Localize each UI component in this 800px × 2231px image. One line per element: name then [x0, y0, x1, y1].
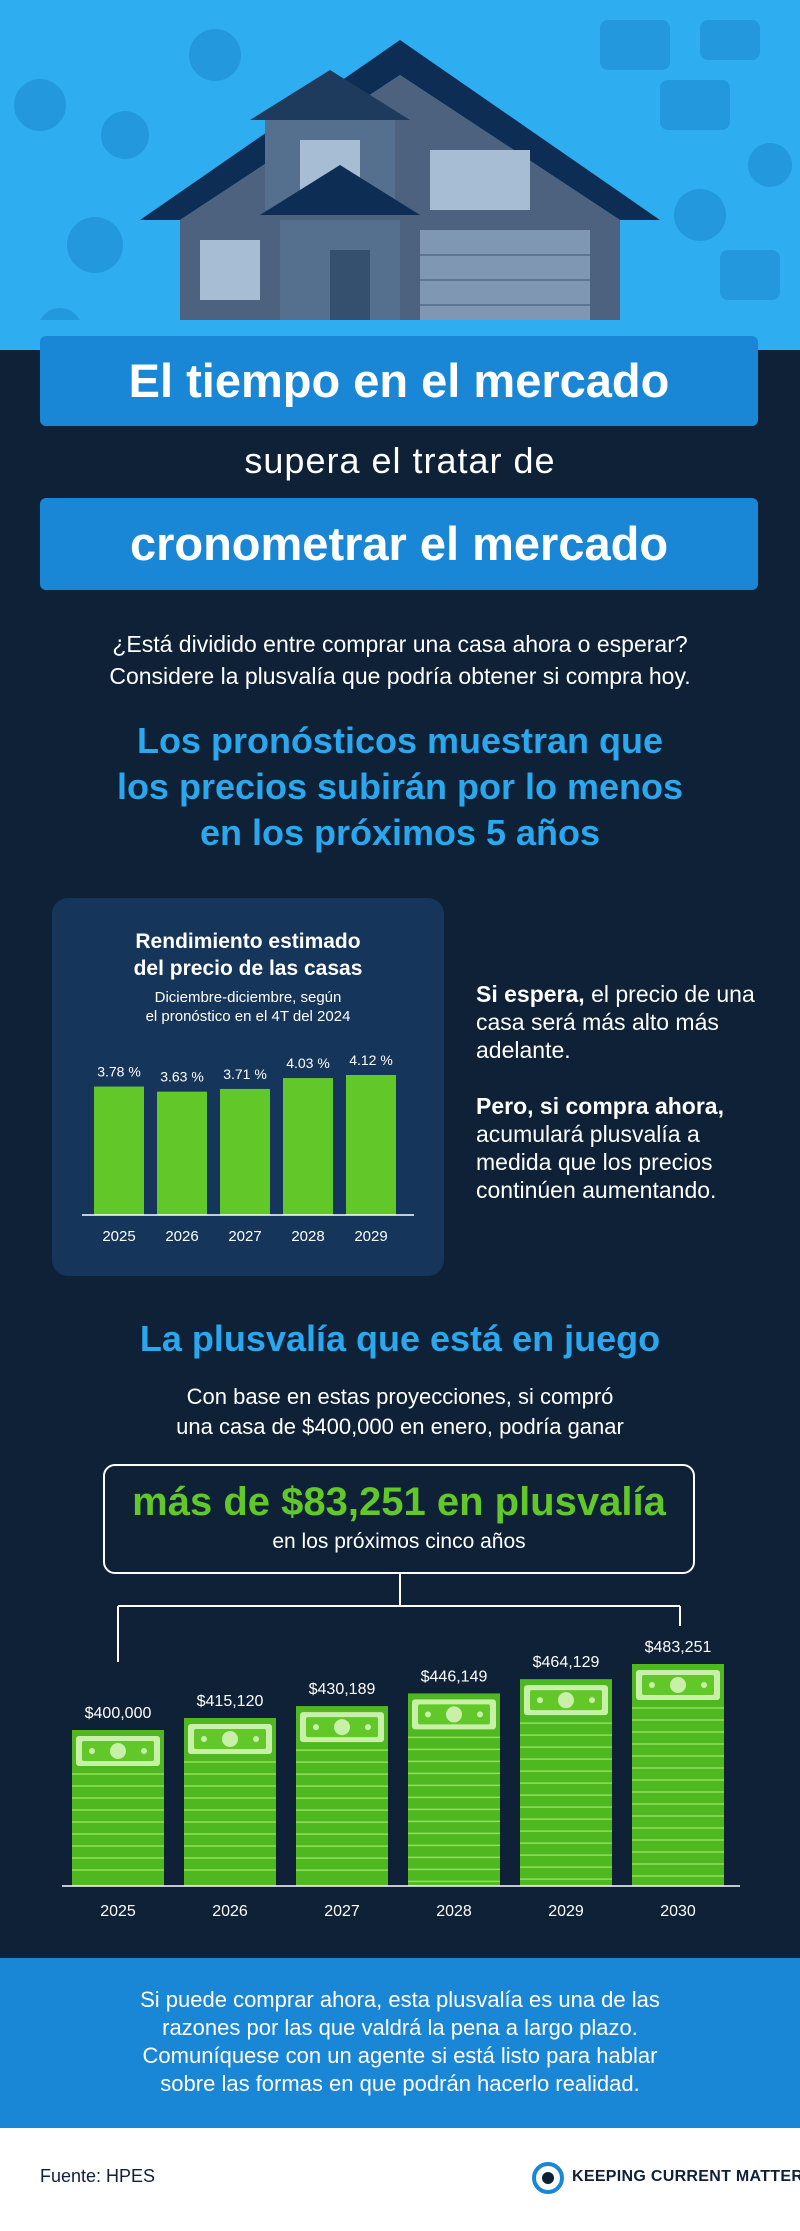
forecast-bar — [220, 1088, 270, 1215]
equity-year-label: 2028 — [436, 1903, 472, 1920]
forecast-bar — [346, 1075, 396, 1215]
equity-year-label: 2027 — [324, 1903, 360, 1920]
intro-line: Considere la plusvalía que podría obtene… — [109, 663, 691, 689]
kcm-logo-text: KEEPING CURRENT MATTERS — [572, 2168, 800, 2185]
intro-text: ¿Está dividido entre comprar una casa ah… — [0, 628, 800, 692]
equity-section-title: La plusvalía que está en juego — [139, 1318, 661, 1359]
subtitle: supera el tratar de — [244, 440, 556, 481]
forecast-year-label: 2026 — [165, 1228, 198, 1245]
forecast-year-label: 2028 — [291, 1228, 324, 1245]
closing-text: Si puede comprar ahora, esta plusvalía e… — [0, 1986, 800, 2098]
wait-text: el precio de una casa será más alto más … — [476, 981, 755, 1063]
equity-gain-amount: más de $83,251 en plusvalía — [132, 1480, 666, 1524]
equity-growth-chart: $400,000 2025 $415,120 2026 $430,189 2027 $446… — [62, 1574, 740, 1920]
money-stack-bar — [184, 1718, 276, 1886]
footer: Fuente: HPES KEEPING CURRENT MATTERS — [0, 2128, 800, 2231]
side-explanation: Si espera, el precio de una casa será má… — [476, 980, 776, 1232]
bracket-line — [117, 1574, 681, 1662]
headline-line: en los próximos 5 años — [199, 812, 601, 853]
closing-band: Si puede comprar ahora, esta plusvalía e… — [0, 1958, 800, 2128]
forecast-year-label: 2025 — [102, 1228, 135, 1245]
equity-year-label: 2030 — [660, 1903, 696, 1920]
forecast-bar-label: 3.78 % — [97, 1064, 141, 1080]
money-stack-bar — [520, 1679, 612, 1886]
equity-value-label: $430,189 — [309, 1681, 376, 1698]
buy-bold: Pero, si compra ahora, — [476, 1093, 724, 1119]
price-forecast-chart: 3.78 % 2025 3.63 % 2026 3.71 % 2027 4.03 % 2028… — [82, 1052, 414, 1245]
forecast-bar — [283, 1078, 333, 1215]
money-stack-bar — [296, 1706, 388, 1886]
forecast-headline: Los pronósticos muestran que los precios… — [0, 718, 800, 856]
source-text: Fuente: HPES — [40, 2166, 156, 2186]
forecast-bar — [94, 1086, 144, 1215]
buy-text: acumulará plusvalía a medida que los pre… — [476, 1121, 717, 1203]
equity-text-line: una casa de $400,000 en enero, podría ga… — [176, 1414, 624, 1439]
closing-line: Comuníquese con un agente si está listo … — [142, 2043, 658, 2068]
forecast-bar-label: 4.12 % — [349, 1052, 393, 1068]
equity-section-text: Con base en estas proyecciones, si compr… — [0, 1382, 800, 1442]
chart-title-line2: del precio de las casas — [133, 957, 363, 980]
chart-subtitle: Diciembre-diciembre, según el pronóstico… — [52, 988, 444, 1026]
forecast-bar-label: 4.03 % — [286, 1055, 330, 1071]
buy-paragraph: Pero, si compra ahora, acumulará plusval… — [476, 1092, 776, 1204]
equity-gain-box: más de $83,251 en plusvalía en los próxi… — [103, 1464, 695, 1574]
equity-text-line: Con base en estas proyecciones, si compr… — [186, 1384, 614, 1409]
hero-image — [0, 0, 800, 350]
equity-gain-period: en los próximos cinco años — [272, 1530, 526, 1553]
forecast-bar — [157, 1091, 207, 1215]
chart-subtitle-line2: el pronóstico en el 4T del 2024 — [145, 1008, 351, 1025]
chart-title-line1: Rendimiento estimado — [135, 930, 361, 953]
headline-line: Los pronósticos muestran que — [136, 720, 664, 761]
chart-subtitle-line1: Diciembre-diciembre, según — [154, 989, 342, 1006]
headline-line: los precios subirán por lo menos — [116, 766, 684, 807]
intro-line: ¿Está dividido entre comprar una casa ah… — [112, 631, 688, 657]
forecast-bar-label: 3.71 % — [223, 1066, 267, 1082]
forecast-year-label: 2029 — [354, 1228, 387, 1245]
wait-paragraph: Si espera, el precio de una casa será má… — [476, 980, 776, 1064]
house-illustration — [0, 20, 800, 350]
money-stack-bar — [72, 1730, 164, 1886]
forecast-bar-label: 3.63 % — [160, 1069, 204, 1085]
forecast-year-label: 2027 — [228, 1228, 261, 1245]
price-forecast-card: Rendimiento estimado del precio de las c… — [52, 898, 444, 1276]
closing-line: razones por las que valdrá la pena a lar… — [162, 2015, 638, 2040]
main-title-line2: cronometrar el mercado — [40, 498, 758, 590]
money-stack-bar — [408, 1693, 500, 1886]
kcm-logo-icon — [532, 2162, 564, 2194]
equity-value-label: $483,251 — [645, 1639, 712, 1656]
equity-value-label: $400,000 — [85, 1705, 152, 1722]
equity-value-label: $464,129 — [533, 1654, 600, 1671]
closing-line: sobre las formas en que podrán hacerlo r… — [160, 2071, 640, 2096]
main-title-line1: El tiempo en el mercado — [40, 336, 758, 426]
wait-bold: Si espera, — [476, 981, 585, 1007]
equity-year-label: 2029 — [548, 1903, 584, 1920]
chart-title: Rendimiento estimado del precio de las c… — [52, 928, 444, 982]
equity-value-label: $415,120 — [197, 1693, 264, 1710]
equity-year-label: 2025 — [100, 1903, 136, 1920]
money-stack-bar — [632, 1664, 724, 1886]
equity-value-label: $446,149 — [421, 1668, 488, 1685]
closing-line: Si puede comprar ahora, esta plusvalía e… — [140, 1987, 660, 2012]
equity-year-label: 2026 — [212, 1903, 248, 1920]
